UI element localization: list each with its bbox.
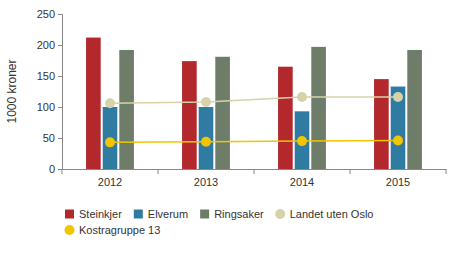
y-tick-mark xyxy=(58,107,62,108)
plot: 0 50 100 150 200 250 2012 2013 2014 2015 xyxy=(37,8,447,188)
bar xyxy=(391,87,406,169)
y-tick: 100 xyxy=(37,101,62,113)
line xyxy=(110,140,398,142)
bar xyxy=(182,61,197,169)
point xyxy=(297,136,307,146)
y-tick-label: 250 xyxy=(37,8,55,20)
legend-swatch xyxy=(65,225,75,235)
x-tick-label: 2013 xyxy=(194,176,218,188)
y-tick-label: 200 xyxy=(37,39,55,51)
bar xyxy=(103,107,118,169)
legend-label: Ringsaker xyxy=(214,208,264,220)
y-axis-line xyxy=(58,15,63,170)
y-tick: 50 xyxy=(43,132,62,144)
y-tick-label: 100 xyxy=(37,101,55,113)
bar xyxy=(199,107,214,169)
bar xyxy=(311,47,326,169)
y-tick-label: 0 xyxy=(49,163,55,175)
y-tick: 250 xyxy=(37,8,62,20)
x-tick-label: 2012 xyxy=(98,176,122,188)
legend-swatch xyxy=(275,209,285,219)
x-separator xyxy=(62,169,63,174)
line xyxy=(110,97,398,103)
y-axis-title: 1000 kroner xyxy=(5,59,19,123)
point xyxy=(105,137,115,147)
x-separator xyxy=(158,169,159,174)
bar xyxy=(119,50,134,169)
bar xyxy=(278,67,293,169)
x-tick-label: 2014 xyxy=(290,176,314,188)
legend-item: Kostragruppe 13 xyxy=(65,224,161,236)
legend-label: Kostragruppe 13 xyxy=(79,224,160,236)
y-tick-label: 150 xyxy=(37,70,55,82)
legend-swatch xyxy=(65,210,74,219)
y-tick-mark xyxy=(58,45,62,46)
x-tick-label: 2015 xyxy=(386,176,410,188)
point xyxy=(201,97,211,107)
legend-swatch xyxy=(134,210,143,219)
y-tick-mark xyxy=(58,138,62,139)
y-tick: 0 xyxy=(49,163,62,175)
bar xyxy=(407,50,422,169)
x-axis: 2012 2013 2014 2015 xyxy=(63,170,447,189)
bar xyxy=(215,57,230,169)
point xyxy=(201,137,211,147)
y-tick: 150 xyxy=(37,70,62,82)
legend-label: Landet uten Oslo xyxy=(290,208,374,220)
bar xyxy=(295,111,310,169)
x-tick: 2014 xyxy=(290,176,314,188)
x-tick: 2015 xyxy=(386,176,410,188)
x-separator xyxy=(446,169,447,174)
legend-item: Elverum xyxy=(134,208,188,220)
y-tick-mark xyxy=(58,14,62,15)
point xyxy=(297,92,307,102)
x-separator xyxy=(254,169,255,174)
legend-item: Landet uten Oslo xyxy=(275,208,373,220)
legend-item: Ringsaker xyxy=(200,208,264,220)
point xyxy=(393,135,403,145)
x-separator xyxy=(350,169,351,174)
legend-item: Steinkjer xyxy=(65,208,122,220)
point xyxy=(393,92,403,102)
bar xyxy=(374,79,389,169)
legend: Steinkjer Elverum Ringsaker Landet uten Osl… xyxy=(65,208,374,236)
legend-label: Elverum xyxy=(148,208,188,220)
x-tick: 2012 xyxy=(98,176,122,188)
x-tick: 2013 xyxy=(194,176,218,188)
bar xyxy=(86,38,101,169)
y-axis: 0 50 100 150 200 250 xyxy=(37,8,63,175)
marks xyxy=(86,38,422,169)
y-tick-label: 50 xyxy=(43,132,55,144)
point xyxy=(105,98,115,108)
y-tick-mark xyxy=(58,76,62,77)
y-tick: 200 xyxy=(37,39,62,51)
legend-label: Steinkjer xyxy=(79,208,122,220)
y-tick-mark xyxy=(58,169,62,170)
legend-swatch xyxy=(200,210,209,219)
